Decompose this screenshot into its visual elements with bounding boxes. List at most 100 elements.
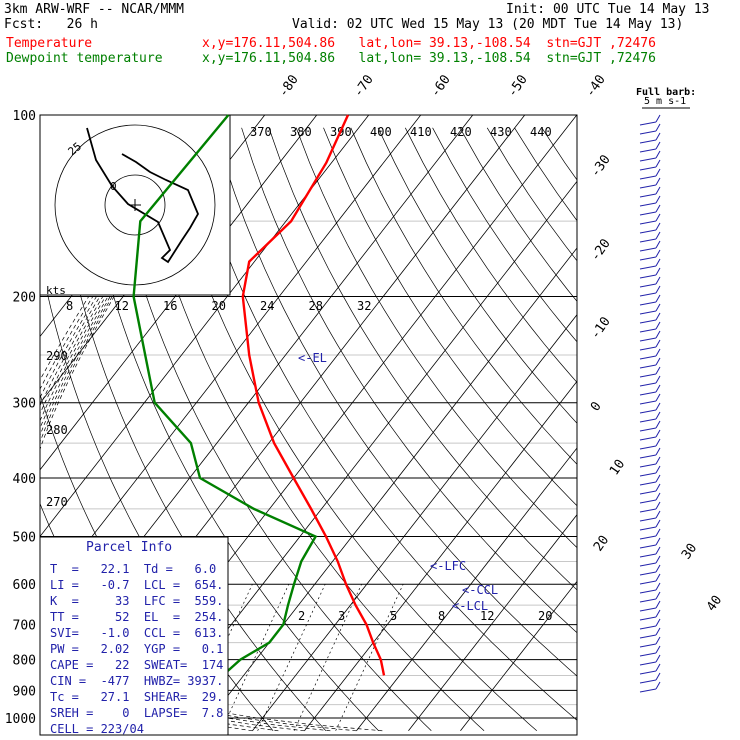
wind-barb-staff [639,517,657,522]
mixing-ratio-label: 12 [480,609,494,623]
dry-adiabat [323,127,577,507]
wind-barb-staff [639,220,657,225]
parcel-row: CAPE = 22 SWEAT= 174 [50,658,223,672]
mixing-ratio-line [293,584,362,731]
pressure-tick-label: 1000 [5,712,36,727]
theta-label: 420 [450,125,472,139]
wind-barb-flag [655,609,661,618]
wind-barb-staff [639,445,657,450]
wind-barb-staff [639,373,657,378]
wind-barb-flag [655,582,661,591]
wind-barb-flag [655,357,661,366]
wind-barb-staff [639,238,657,243]
wind-scale-label: 12 [115,299,129,313]
pressure-tick-label: 200 [13,291,36,306]
isotherm-label: 40 [704,593,725,614]
wind-barb-flag [655,330,661,339]
isotherm-line [408,514,577,732]
dry-adiabat [104,127,432,732]
mixing-ratio-label: 3 [338,609,345,623]
wind-barb-flag [655,537,661,546]
theta-label: 380 [290,125,312,139]
wind-barb-staff [639,607,657,612]
wind-barb-flag [655,546,661,555]
wind-barb-flag [655,240,661,249]
wind-barb-flag [655,348,661,357]
mixing-ratio-label: 2 [298,609,305,623]
dry-adiabat [132,127,485,732]
parcel-row: T = 22.1 Td = 6.0 [50,562,216,576]
wind-barb-staff [639,553,657,558]
dry-adiabat [186,127,577,721]
wind-barb-flag [655,186,661,195]
pressure-tick-label: 900 [13,684,36,699]
wind-barb-staff [639,121,657,126]
theta-label: 440 [530,125,552,139]
pressure-tick-label: 700 [13,619,36,634]
wind-barb-flag [655,474,661,483]
wind-barb-flag [655,321,661,330]
wind-barb-staff [639,328,657,333]
wind-barb-staff [639,346,657,351]
dry-adiabat [0,128,10,731]
wind-barb-staff [639,688,657,693]
isotherm-line [356,447,577,732]
wind-barb-staff [639,562,657,567]
wind-barb-flag [655,402,661,411]
wind-barb-staff [639,580,657,585]
wind-barb-staff [639,526,657,531]
isotherm-label: -60 [428,72,454,100]
wind-barb-staff [639,679,657,684]
wind-barb-flag [655,393,661,402]
wind-barb-staff [639,292,657,297]
wind-barb-staff [639,535,657,540]
isotherm-label: 30 [679,541,700,562]
mixing-ratio-label: 8 [438,609,445,623]
wind-barb-staff [639,157,657,162]
wind-barb-flag [655,564,661,573]
wind-barb-staff [639,193,657,198]
parcel-row: SVI= -1.0 CCL = 613. [50,626,223,640]
wind-scale-label: 8 [66,299,73,313]
wind-barb-flag [655,123,661,132]
wind-barb-staff [639,301,657,306]
theta-e-label: 290 [46,349,68,363]
temperature-location: x,y=176.11,504.86 lat,lon= 39.13,-108.54… [202,36,656,51]
parcel-level-annotation: <-LFC [430,559,466,573]
pressure-tick-label: 400 [13,472,36,487]
wind-barb-flag [655,456,661,465]
hodograph-ring-inner [104,174,166,236]
isotherm-label: 20 [591,533,612,554]
hodograph-unit: kts [46,284,66,297]
wind-barb-staff [639,229,657,234]
wind-barb-staff [639,670,657,675]
wind-barb-flag [655,222,661,231]
wind-scale-label: 28 [309,299,323,313]
dry-adiabat [77,127,379,732]
barb-scale-title: Full barb: [636,87,696,98]
wind-barb-staff [639,499,657,504]
parcel-row: TT = 52 EL = 254. [50,610,223,624]
isotherm-label: -70 [351,72,377,100]
wind-barb-staff [639,283,657,288]
dry-adiabat [295,127,577,549]
wind-barb-staff [639,598,657,603]
wind-barb-staff [639,148,657,153]
wind-barb-flag [655,447,661,456]
dry-adiabat [213,127,577,677]
wind-barb-staff [639,427,657,432]
wind-barb-staff [639,418,657,423]
wind-barb-flag [655,510,661,519]
wind-barb-staff [639,391,657,396]
theta-label: 410 [410,125,432,139]
isotherm-label: -40 [583,72,609,100]
wind-barb-flag [655,141,661,150]
wind-scale-label: 32 [357,299,371,313]
parcel-row: Tc = 27.1 SHEAR= 29. [50,690,223,704]
dewpoint-legend: Dewpoint temperature [6,51,163,66]
dry-adiabat [159,127,538,732]
parcel-title: Parcel Info [86,540,172,555]
barb-scale-unit: 5 m s-1 [644,96,686,107]
wind-barb-staff [639,454,657,459]
